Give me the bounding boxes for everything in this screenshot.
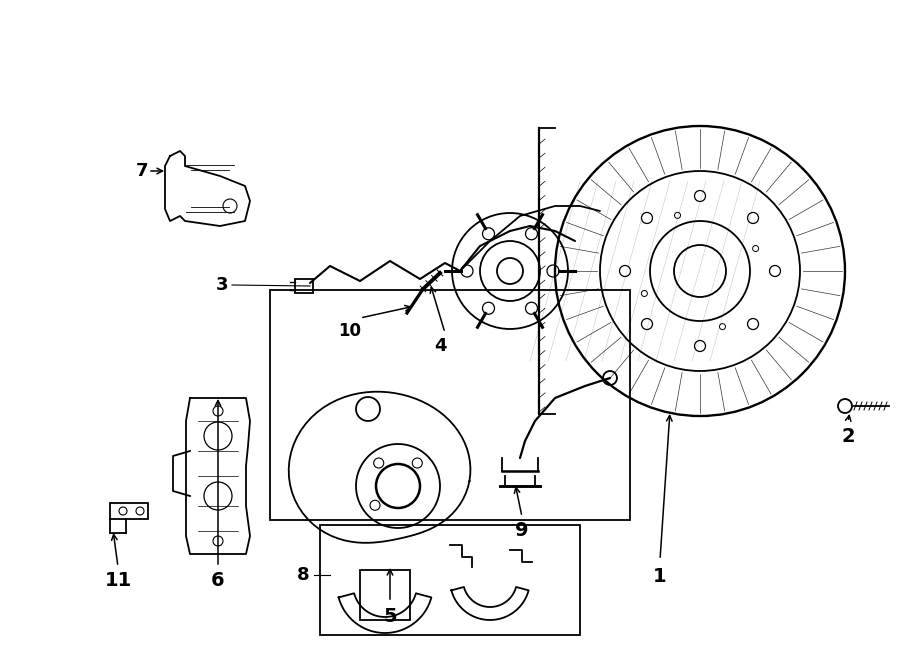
Bar [320, 525, 580, 635]
Text: 5: 5 [383, 607, 397, 625]
Text: 2: 2 [842, 426, 855, 446]
Text: 11: 11 [104, 572, 131, 590]
Text: 9: 9 [515, 522, 529, 541]
Text: 10: 10 [338, 322, 362, 340]
Text: 3: 3 [215, 276, 228, 294]
Text: 4: 4 [434, 337, 446, 355]
Bar [270, 290, 630, 520]
Bar [295, 279, 313, 293]
Text: 6: 6 [212, 572, 225, 590]
Bar [360, 570, 410, 620]
Text: 1: 1 [653, 566, 667, 586]
Text: 8: 8 [297, 566, 310, 584]
Text: 7: 7 [136, 162, 148, 180]
Bar [110, 503, 148, 519]
